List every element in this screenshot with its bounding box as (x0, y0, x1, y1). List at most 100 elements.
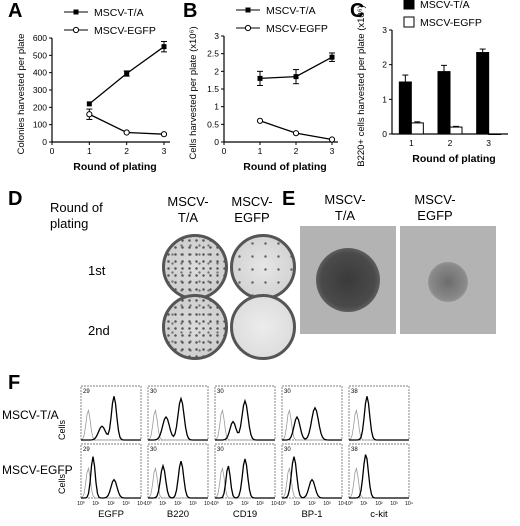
flow-x-tick: 10⁰ (144, 501, 152, 507)
x-tick-label-A: 1 (87, 146, 92, 156)
bar-C-1 (449, 126, 463, 135)
flow-marker-label: BP-1 (301, 509, 322, 520)
y-tick-label-A: 300 (33, 85, 47, 95)
y-axis-label-B: Cells harvested per plate (x10⁶) (188, 26, 199, 159)
x-axis-label-C: Round of plating (412, 153, 495, 165)
bar-C-0 (437, 71, 451, 135)
x-tick-label-B: 2 (294, 146, 299, 156)
flow-panel-2-cd19: 30 10⁰ 10¹ 10² 10³ 10⁴ CD19 (211, 443, 279, 520)
flow-x-tick: 10¹ (360, 501, 368, 507)
flow-x-tick: 10¹ (226, 501, 234, 507)
flow-frame (214, 385, 276, 441)
panel-letter-e: E (282, 188, 296, 210)
flow-marker-label: B220 (167, 509, 189, 520)
flow-x-tick: 10² (375, 501, 383, 507)
y-tick-label-C: 1 (382, 94, 387, 104)
flow-frame (348, 385, 410, 441)
flow-x-tick: 10¹ (293, 501, 301, 507)
flow-ymax-label: 29 (83, 389, 90, 395)
flow-x-tick: 10² (308, 501, 316, 507)
point-A-0 (161, 44, 167, 50)
flow-ymax-label: 30 (150, 447, 157, 453)
x-tick-label-C: 1 (409, 138, 414, 148)
e-col2-line1: MSCV- (414, 192, 456, 207)
flow-x-tick: 10⁴ (405, 501, 413, 507)
legend-label-C: MSCV-T/A (420, 0, 470, 11)
y-tick-label-A: 0 (42, 137, 47, 147)
panel-letter-f: F (8, 372, 21, 394)
x-tick-label-C: 2 (448, 138, 453, 148)
d-col1-line2: T/A (177, 210, 199, 225)
flow-frame (80, 443, 142, 499)
e-col1-line2: T/A (334, 208, 356, 223)
flow-ymax-label: 38 (351, 389, 358, 395)
d-row-2nd: 2nd (88, 323, 110, 338)
petri-dish-egfp-1st (230, 234, 296, 300)
y-tick-label-C: 2 (382, 60, 387, 70)
flow-ymax-label: 30 (284, 389, 291, 395)
d-col2-line1: MSCV- (231, 194, 273, 209)
y-tick-label-A: 600 (33, 33, 47, 43)
y-tick-label-B: 3 (214, 31, 219, 41)
flow-sample-curve (81, 456, 141, 499)
flow-x-tick: 10³ (122, 501, 130, 507)
chart-A: 0 100 200 300 400 500 600 0 1 2 3 Round of plating C… (16, 7, 170, 173)
flow-x-tick: 10⁴ (204, 501, 212, 507)
point-A-0 (86, 101, 92, 107)
point-A-1 (123, 129, 130, 136)
y-tick-label-B: 2.5 (207, 49, 219, 59)
flow-sample-curve (215, 398, 275, 441)
flow-sample-curve (349, 454, 409, 499)
flow-marker-label: CD19 (233, 509, 257, 520)
flow-panel-1-b220: 30 (147, 385, 209, 441)
panel-letter-a: A (8, 0, 23, 22)
point-B-1 (292, 130, 300, 137)
panel-letter-c: C (350, 0, 365, 22)
flow-frame (147, 443, 209, 499)
bar-C-0 (476, 52, 490, 135)
bar-C-1 (410, 122, 424, 135)
flow-x-tick: 10³ (256, 501, 264, 507)
y-tick-label-B: 1.5 (207, 84, 219, 94)
legend-marker-B (245, 7, 251, 13)
flow-frame (348, 443, 410, 499)
x-tick-label-C: 3 (486, 138, 491, 148)
x-axis-label-B: Round of plating (243, 161, 326, 173)
flow-panel-2-b220: 30 10⁰ 10¹ 10² 10³ 10⁴ B220 (144, 443, 212, 520)
legend-label-A: MSCV-EGFP (94, 25, 156, 37)
flow-panel-1-c-kit: 38 (348, 385, 410, 441)
flow-ymax-label: 30 (284, 447, 291, 453)
y-axis-label-A: Colonies harvested per plate (16, 34, 27, 155)
point-B-1 (328, 136, 336, 143)
x-axis-label-A: Round of plating (73, 161, 156, 173)
flow-ymax-label: 38 (351, 447, 358, 453)
flow-x-tick: 10⁰ (77, 501, 85, 507)
chart-B: 0 0.5 1 1.5 2 2.5 3 0 1 2 3 Round of plating Cells h… (188, 5, 338, 173)
x-tick-label-B: 3 (330, 146, 335, 156)
petri-dish-egfp-2nd (230, 294, 296, 360)
x-tick-label-B: 1 (258, 146, 263, 156)
flow-x-tick: 10³ (323, 501, 331, 507)
flow-x-tick: 10⁴ (271, 501, 279, 507)
point-A-0 (124, 71, 130, 77)
y-tick-label-C: 3 (382, 25, 387, 35)
flow-panel-2-egfp: 29 10⁰ 10¹ 10² 10³ 10⁴ EGFP (77, 443, 145, 520)
point-B-1 (256, 117, 264, 124)
flow-panel-2-c-kit: 38 10⁰ 10¹ 10² 10³ 10⁴ c-kit (345, 443, 413, 520)
petri-dish-ta-2nd (162, 294, 228, 360)
panel-letter-b: B (183, 0, 198, 22)
y-tick-label-A: 200 (33, 102, 47, 112)
y-tick-label-B: 2 (214, 66, 219, 76)
y-tick-label-B: 1 (214, 102, 219, 112)
flow-x-tick: 10⁰ (345, 501, 353, 507)
flow-sample-curve (148, 461, 208, 499)
y-tick-label-B: 0.5 (207, 119, 219, 129)
x-tick-label-A: 2 (124, 146, 129, 156)
legend-label-C: MSCV-EGFP (420, 17, 482, 29)
y-tick-label-A: 500 (33, 50, 47, 60)
y-tick-label-A: 400 (33, 68, 47, 78)
flow-x-tick: 10³ (189, 501, 197, 507)
flow-x-tick: 10⁴ (338, 501, 346, 507)
point-B-0 (257, 75, 263, 81)
